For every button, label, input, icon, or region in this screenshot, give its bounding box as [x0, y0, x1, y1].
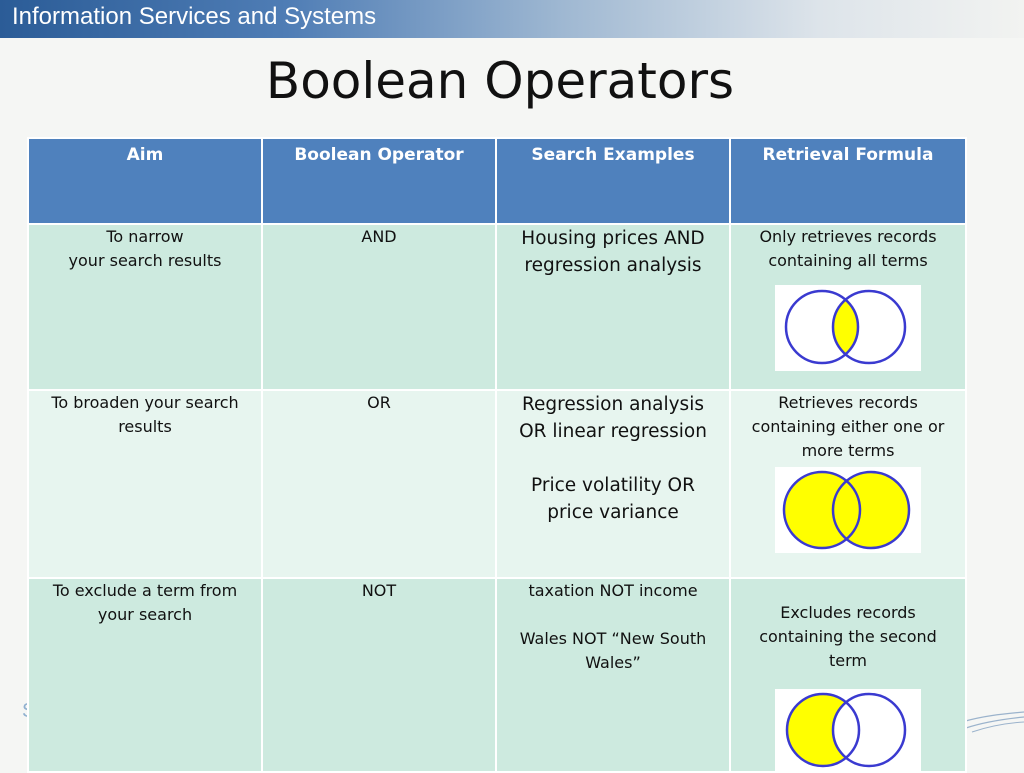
header-banner: Information Services and Systems — [0, 0, 1024, 38]
operator-text: AND — [361, 227, 397, 246]
and-venn-icon — [775, 285, 921, 371]
not-venn-icon — [775, 689, 921, 771]
example-text: Wales NOT “New South Wales” — [519, 629, 707, 672]
example-text: Housing prices AND regression analysis — [521, 228, 705, 276]
aim-cell: To narrow your search results — [27, 223, 263, 391]
examples-cell: taxation NOT income Wales NOT “New South… — [495, 577, 731, 773]
table-header-row: Aim Boolean Operator Search Examples Ret… — [27, 137, 967, 225]
table-row-and: To narrow your search results AND Housin… — [27, 223, 967, 391]
boolean-operators-table: Aim Boolean Operator Search Examples Ret… — [27, 137, 967, 773]
aim-text-line2: your search results — [68, 251, 222, 270]
example-text: taxation NOT income — [528, 581, 698, 600]
column-header-aim: Aim — [27, 137, 263, 225]
operator-cell: NOT — [261, 577, 497, 773]
aim-cell: To broaden your search results — [27, 389, 263, 579]
banner-title: Information Services and Systems — [12, 3, 377, 30]
column-header-search-examples: Search Examples — [495, 137, 731, 225]
decorative-swoosh-icon — [962, 711, 1024, 733]
aim-text: To exclude a term from your search — [52, 581, 238, 624]
column-header-boolean-operator: Boolean Operator — [261, 137, 497, 225]
table-row-or: To broaden your search results OR Regres… — [27, 389, 967, 579]
table-row-not: To exclude a term from your search NOT t… — [27, 577, 967, 773]
operator-text: OR — [367, 393, 391, 412]
operator-text: NOT — [361, 581, 397, 600]
aim-text: To broaden your search results — [51, 393, 239, 436]
operator-cell: OR — [261, 389, 497, 579]
formula-text: Only retrieves records containing all te… — [759, 227, 937, 270]
formula-cell: Excludes records containing the second t… — [729, 577, 967, 773]
or-venn-icon — [775, 467, 921, 553]
aim-text-line1: To narrow — [106, 227, 184, 246]
examples-cell: Housing prices AND regression analysis — [495, 223, 731, 391]
formula-cell: Retrieves records containing either one … — [729, 389, 967, 579]
example-text: Price volatility OR price variance — [531, 475, 695, 523]
slide-title: Boolean Operators — [265, 52, 735, 110]
example-text: Regression analysis OR linear regression — [519, 394, 707, 442]
column-header-retrieval-formula: Retrieval Formula — [729, 137, 967, 225]
formula-text: Retrieves records containing either one … — [751, 393, 945, 460]
examples-cell: Regression analysis OR linear regression… — [495, 389, 731, 579]
formula-cell: Only retrieves records containing all te… — [729, 223, 967, 391]
operator-cell: AND — [261, 223, 497, 391]
formula-text: Excludes records containing the second t… — [759, 603, 937, 670]
aim-cell: To exclude a term from your search — [27, 577, 263, 773]
